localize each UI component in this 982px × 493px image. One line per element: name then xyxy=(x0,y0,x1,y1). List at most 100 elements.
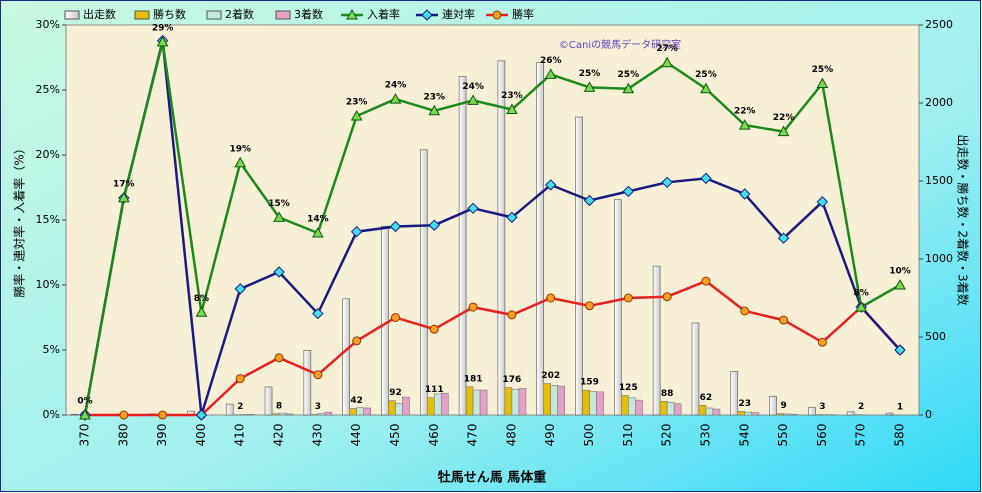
line-value-label: 29% xyxy=(152,23,174,33)
marker xyxy=(468,302,478,312)
marker xyxy=(117,191,130,203)
bar xyxy=(712,408,721,416)
x-tick-label: 530 xyxy=(698,424,712,447)
marker xyxy=(546,293,556,303)
marker xyxy=(662,292,672,302)
line-value-label: 22% xyxy=(734,107,756,117)
x-tick-label: 490 xyxy=(543,424,557,447)
y-tick-label: 20% xyxy=(36,148,60,161)
marker xyxy=(701,276,711,286)
marker xyxy=(312,226,324,238)
y2-tick-label: 1500 xyxy=(925,174,953,187)
bar xyxy=(776,413,784,416)
line-value-label: 24% xyxy=(385,81,407,91)
marker xyxy=(817,337,827,347)
x-tick-label: 500 xyxy=(582,424,596,447)
bar xyxy=(504,387,513,416)
marker xyxy=(894,344,906,356)
y-tick-label: 0% xyxy=(43,408,60,421)
line-value-label: 23% xyxy=(501,91,523,101)
y2-tick-label: 2500 xyxy=(925,18,953,31)
marker xyxy=(492,10,502,20)
bar xyxy=(621,395,629,416)
bar xyxy=(271,413,280,416)
y-tick-label: 15% xyxy=(36,213,60,226)
bar xyxy=(225,403,234,416)
bar xyxy=(70,413,79,416)
bar xyxy=(356,407,364,416)
line-value-label: 14% xyxy=(307,215,329,225)
line-value-label: 17% xyxy=(113,179,135,189)
legend-swatch xyxy=(134,10,150,20)
bar xyxy=(381,225,389,416)
bar-value-label: 111 xyxy=(425,385,444,395)
marker xyxy=(738,119,751,130)
bar xyxy=(458,76,467,416)
marker xyxy=(195,409,208,421)
y-tick-label: 10% xyxy=(36,278,60,291)
bar-value-label: 176 xyxy=(503,375,522,385)
marker xyxy=(389,220,402,233)
bar xyxy=(575,116,583,416)
legend-swatch xyxy=(64,10,80,20)
marker xyxy=(350,225,363,238)
x-tick-label: 560 xyxy=(815,424,829,447)
y-tick-label: 25% xyxy=(36,83,60,96)
x-tick-label: 380 xyxy=(116,424,130,447)
marker xyxy=(894,278,906,290)
marker xyxy=(585,301,595,311)
line-value-label: 25% xyxy=(579,69,601,79)
y2-tick-label: 2000 xyxy=(925,96,953,109)
marker xyxy=(429,324,439,334)
line-value-label: 23% xyxy=(346,98,368,108)
legend-label: 勝ち数 xyxy=(153,7,186,21)
bar xyxy=(324,411,333,416)
bar xyxy=(349,408,357,416)
bar xyxy=(769,395,777,416)
marker xyxy=(544,68,557,79)
bar-value-label: 23 xyxy=(738,399,751,409)
legend-label: 勝率 xyxy=(512,7,534,21)
marker xyxy=(79,408,91,420)
x-tick-label: 550 xyxy=(776,424,790,447)
x-tick-label: 470 xyxy=(466,424,480,447)
marker xyxy=(234,283,246,295)
marker xyxy=(777,232,790,244)
bar xyxy=(440,392,449,416)
marker xyxy=(700,172,712,185)
marker xyxy=(583,194,596,207)
y-axis-title: 勝率・連対率・入着率（%） xyxy=(12,142,27,297)
marker xyxy=(273,211,285,222)
bar-value-label: 8 xyxy=(276,401,282,411)
bar xyxy=(808,406,816,416)
x-tick-label: 450 xyxy=(388,424,402,447)
marker xyxy=(195,306,208,317)
bar xyxy=(465,386,474,416)
marker xyxy=(545,179,557,191)
x-tick-label: 410 xyxy=(233,424,247,447)
bar xyxy=(783,413,791,416)
bar-value-label: 181 xyxy=(464,374,483,384)
marker xyxy=(158,410,168,420)
x-tick-label: 390 xyxy=(155,424,169,447)
line-value-label: 27% xyxy=(656,44,678,54)
bar-value-label: 9 xyxy=(780,401,786,411)
x-tick-label: 400 xyxy=(194,424,208,447)
bar xyxy=(246,414,255,416)
marker xyxy=(156,35,169,47)
bar xyxy=(582,389,590,416)
marker xyxy=(312,307,324,320)
line-value-label: 25% xyxy=(695,70,717,80)
bar xyxy=(511,388,520,416)
bar xyxy=(317,413,326,416)
bar xyxy=(846,411,855,416)
legend-swatch xyxy=(275,10,291,20)
bar-value-label: 92 xyxy=(389,388,402,398)
marker xyxy=(740,306,750,316)
bar xyxy=(433,393,442,416)
bar-value-label: 62 xyxy=(700,393,713,403)
marker xyxy=(235,374,245,384)
bar xyxy=(363,407,371,416)
bar xyxy=(659,400,668,416)
